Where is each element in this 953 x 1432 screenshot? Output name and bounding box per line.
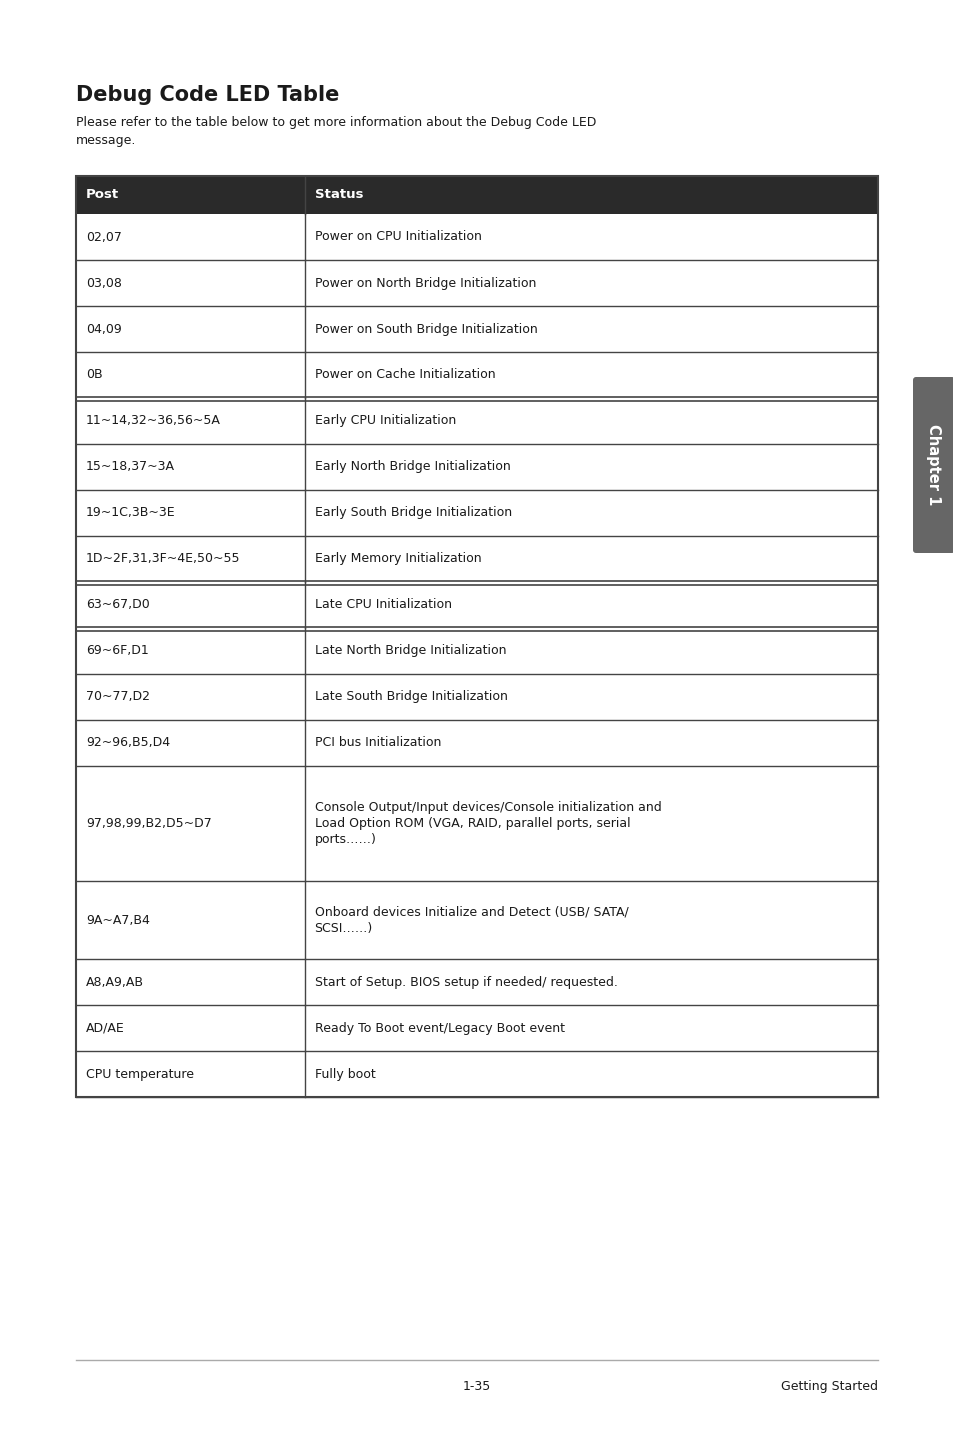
Text: 9A~A7,B4: 9A~A7,B4 bbox=[86, 914, 150, 927]
Text: Power on CPU Initialization: Power on CPU Initialization bbox=[314, 231, 481, 243]
Text: Getting Started: Getting Started bbox=[781, 1380, 877, 1393]
Bar bbox=[76, 490, 877, 536]
Text: Late CPU Initialization: Late CPU Initialization bbox=[314, 599, 451, 611]
Text: Early Memory Initialization: Early Memory Initialization bbox=[314, 553, 480, 566]
Text: 63~67,D0: 63~67,D0 bbox=[86, 599, 150, 611]
Bar bbox=[76, 398, 877, 444]
Bar bbox=[76, 176, 877, 1097]
Text: Post: Post bbox=[86, 189, 119, 202]
Text: Early South Bridge Initialization: Early South Bridge Initialization bbox=[314, 507, 511, 520]
Text: Power on South Bridge Initialization: Power on South Bridge Initialization bbox=[314, 322, 537, 335]
Bar bbox=[76, 720, 877, 766]
Text: Onboard devices Initialize and Detect (USB/ SATA/: Onboard devices Initialize and Detect (U… bbox=[314, 905, 628, 918]
FancyBboxPatch shape bbox=[912, 377, 953, 553]
Bar bbox=[76, 629, 877, 674]
Text: 04,09: 04,09 bbox=[86, 322, 122, 335]
Text: 92~96,B5,D4: 92~96,B5,D4 bbox=[86, 736, 170, 749]
Text: 69~6F,D1: 69~6F,D1 bbox=[86, 644, 149, 657]
Bar bbox=[76, 444, 877, 490]
Bar bbox=[76, 352, 877, 398]
Bar bbox=[76, 581, 877, 629]
Text: 1D~2F,31,3F~4E,50~55: 1D~2F,31,3F~4E,50~55 bbox=[86, 553, 240, 566]
Text: ports……): ports……) bbox=[314, 833, 376, 846]
Text: Console Output/Input devices/Console initialization and: Console Output/Input devices/Console ini… bbox=[314, 800, 660, 813]
Text: Late South Bridge Initialization: Late South Bridge Initialization bbox=[314, 690, 507, 703]
Text: 1-35: 1-35 bbox=[462, 1380, 491, 1393]
Text: Power on Cache Initialization: Power on Cache Initialization bbox=[314, 368, 495, 381]
Bar bbox=[76, 881, 877, 959]
Bar bbox=[76, 536, 877, 581]
Bar bbox=[76, 261, 877, 306]
Text: Please refer to the table below to get more information about the Debug Code LED: Please refer to the table below to get m… bbox=[76, 116, 596, 147]
Text: Load Option ROM (VGA, RAID, parallel ports, serial: Load Option ROM (VGA, RAID, parallel por… bbox=[314, 818, 630, 831]
Text: 0B: 0B bbox=[86, 368, 103, 381]
Text: Chapter 1: Chapter 1 bbox=[925, 424, 941, 505]
Text: CPU temperature: CPU temperature bbox=[86, 1068, 193, 1081]
Text: Power on North Bridge Initialization: Power on North Bridge Initialization bbox=[314, 276, 536, 289]
Text: Debug Code LED Table: Debug Code LED Table bbox=[76, 84, 339, 105]
Bar bbox=[76, 176, 877, 213]
Text: 97,98,99,B2,D5~D7: 97,98,99,B2,D5~D7 bbox=[86, 818, 212, 831]
Text: Status: Status bbox=[314, 189, 363, 202]
Text: 02,07: 02,07 bbox=[86, 231, 122, 243]
Text: AD/AE: AD/AE bbox=[86, 1021, 125, 1035]
Bar bbox=[76, 1051, 877, 1097]
Text: 03,08: 03,08 bbox=[86, 276, 122, 289]
Text: 70~77,D2: 70~77,D2 bbox=[86, 690, 150, 703]
Bar bbox=[76, 213, 877, 261]
Bar bbox=[76, 959, 877, 1005]
Text: Fully boot: Fully boot bbox=[314, 1068, 375, 1081]
Bar bbox=[76, 766, 877, 881]
Bar bbox=[76, 674, 877, 720]
Text: Start of Setup. BIOS setup if needed/ requested.: Start of Setup. BIOS setup if needed/ re… bbox=[314, 975, 617, 988]
Text: Early North Bridge Initialization: Early North Bridge Initialization bbox=[314, 461, 510, 474]
Text: 11~14,32~36,56~5A: 11~14,32~36,56~5A bbox=[86, 414, 221, 428]
Bar bbox=[76, 306, 877, 352]
Text: 19~1C,3B~3E: 19~1C,3B~3E bbox=[86, 507, 175, 520]
Text: SCSI……): SCSI……) bbox=[314, 922, 373, 935]
Text: Late North Bridge Initialization: Late North Bridge Initialization bbox=[314, 644, 505, 657]
Text: Early CPU Initialization: Early CPU Initialization bbox=[314, 414, 456, 428]
Text: A8,A9,AB: A8,A9,AB bbox=[86, 975, 144, 988]
Text: PCI bus Initialization: PCI bus Initialization bbox=[314, 736, 440, 749]
Text: Ready To Boot event/Legacy Boot event: Ready To Boot event/Legacy Boot event bbox=[314, 1021, 564, 1035]
Bar bbox=[76, 1005, 877, 1051]
Text: 15~18,37~3A: 15~18,37~3A bbox=[86, 461, 174, 474]
